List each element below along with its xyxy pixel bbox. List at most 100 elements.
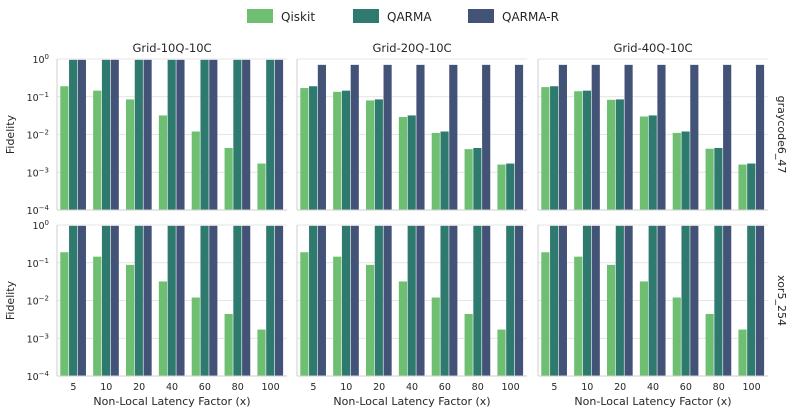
bar-qiskit-5	[60, 86, 69, 210]
legend-label: QARMA-R	[502, 10, 559, 24]
x-axis-label: Non-Local Latency Factor (x)	[574, 395, 731, 408]
bar-qarma-r-100	[514, 225, 524, 376]
bar-qiskit-40	[158, 115, 168, 210]
y-tick-label: 10−2	[27, 129, 49, 142]
bar-qarma-100	[506, 163, 515, 210]
y-tick-label: 10−3	[27, 332, 49, 345]
bar-qarma-60	[440, 225, 449, 376]
bar-qarma-r-60	[209, 59, 218, 211]
bar-qiskit-40	[158, 281, 168, 376]
bar-qarma-r-60	[690, 225, 699, 376]
bar-qarma-r-80	[482, 64, 491, 210]
y-tick-label: 10−2	[27, 295, 49, 308]
panel-title: Grid-40Q-10C	[613, 41, 692, 55]
y-tick-label: 10−4	[27, 370, 50, 383]
bar-qarma-100	[747, 225, 756, 376]
bar-qiskit-80	[464, 149, 473, 210]
bar-qiskit-100	[497, 329, 506, 376]
bar-qarma-r-80	[242, 59, 251, 211]
y-tick-label: 10−4	[27, 204, 50, 217]
bar-qarma-r-10	[591, 64, 600, 210]
bar-qiskit-60	[431, 132, 440, 210]
x-tick-label: 40	[166, 382, 178, 393]
bar-qiskit-10	[574, 256, 583, 376]
bar-qarma-r-60	[690, 64, 699, 210]
bar-qarma-60	[681, 225, 690, 376]
bar-qarma-r-20	[383, 225, 392, 376]
bar-qiskit-80	[705, 148, 714, 210]
bar-qarma-60	[200, 59, 209, 211]
bar-qiskit-60	[191, 297, 200, 376]
bar-qarma-80	[714, 225, 723, 376]
bar-qiskit-10	[333, 91, 342, 210]
y-tick-label: 10−3	[27, 166, 49, 179]
bar-qarma-r-10	[350, 225, 359, 376]
bar-qarma-r-5	[317, 225, 326, 376]
bar-qiskit-80	[224, 313, 233, 376]
x-tick-label: 5	[551, 382, 557, 393]
bar-qarma-r-60	[449, 64, 458, 210]
bar-qiskit-5	[541, 87, 550, 210]
bar-qiskit-60	[431, 297, 440, 376]
bar-qiskit-20	[126, 99, 135, 210]
bar-qarma-r-80	[242, 225, 251, 376]
bar-qarma-r-80	[723, 225, 732, 376]
y-axis-label: Fidelity	[4, 280, 17, 320]
bar-qarma-5	[550, 225, 559, 376]
bar-qarma-r-100	[755, 64, 765, 210]
row-label: xor5_254	[775, 275, 788, 326]
bar-qarma-r-40	[416, 64, 425, 210]
bar-qiskit-80	[224, 147, 233, 210]
bar-qarma-20	[134, 225, 143, 376]
x-tick-label: 40	[406, 382, 418, 393]
bar-qiskit-40	[398, 281, 408, 376]
bar-qarma-40	[407, 225, 416, 376]
panel-title: Grid-20Q-10C	[372, 41, 451, 55]
bar-qarma-40	[648, 115, 657, 210]
bar-qarma-40	[167, 225, 176, 376]
bar-qarma-20	[374, 99, 383, 210]
bar-qiskit-20	[366, 264, 375, 376]
bar-qarma-r-20	[624, 64, 633, 210]
bar-qiskit-40	[398, 117, 408, 210]
bar-qiskit-60	[672, 132, 681, 210]
bar-qiskit-60	[191, 131, 200, 210]
bar-qarma-80	[233, 59, 242, 211]
y-tick-label: 100	[32, 53, 49, 66]
x-tick-label: 80	[713, 382, 725, 393]
bar-qarma-r-60	[449, 225, 458, 376]
x-tick-label: 100	[262, 382, 280, 393]
y-tick-label: 10−1	[27, 257, 49, 270]
bar-qarma-r-100	[274, 225, 284, 376]
legend-label: QARMA	[387, 10, 432, 24]
x-tick-label: 100	[502, 382, 520, 393]
row-label: graycode6_47	[775, 96, 788, 174]
bar-qarma-40	[407, 115, 416, 210]
bar-qarma-10	[341, 90, 351, 210]
bar-qarma-10	[341, 225, 351, 376]
legend-label: Qiskit	[281, 10, 315, 24]
x-tick-label: 60	[680, 382, 692, 393]
x-tick-label: 60	[439, 382, 451, 393]
x-tick-label: 5	[70, 382, 76, 393]
bar-qiskit-100	[497, 164, 506, 210]
bar-qarma-20	[374, 225, 383, 376]
bar-qiskit-10	[93, 256, 102, 376]
y-axis-label: Fidelity	[4, 114, 17, 154]
bar-qiskit-20	[607, 99, 616, 210]
bar-qarma-100	[747, 163, 756, 210]
bar-qarma-20	[134, 59, 143, 211]
x-tick-label: 5	[310, 382, 316, 393]
bar-qiskit-100	[738, 329, 747, 376]
bar-qarma-r-20	[143, 225, 152, 376]
bar-qiskit-10	[333, 256, 342, 376]
x-tick-label: 80	[472, 382, 484, 393]
x-tick-label: 20	[373, 382, 385, 393]
y-tick-label: 100	[32, 219, 49, 232]
bar-qarma-r-80	[482, 225, 491, 376]
bar-qiskit-20	[366, 100, 375, 210]
bar-qiskit-20	[126, 264, 135, 376]
x-tick-label: 10	[100, 382, 112, 393]
panel-title: Grid-10Q-10C	[132, 41, 211, 55]
bar-qarma-100	[266, 59, 275, 211]
